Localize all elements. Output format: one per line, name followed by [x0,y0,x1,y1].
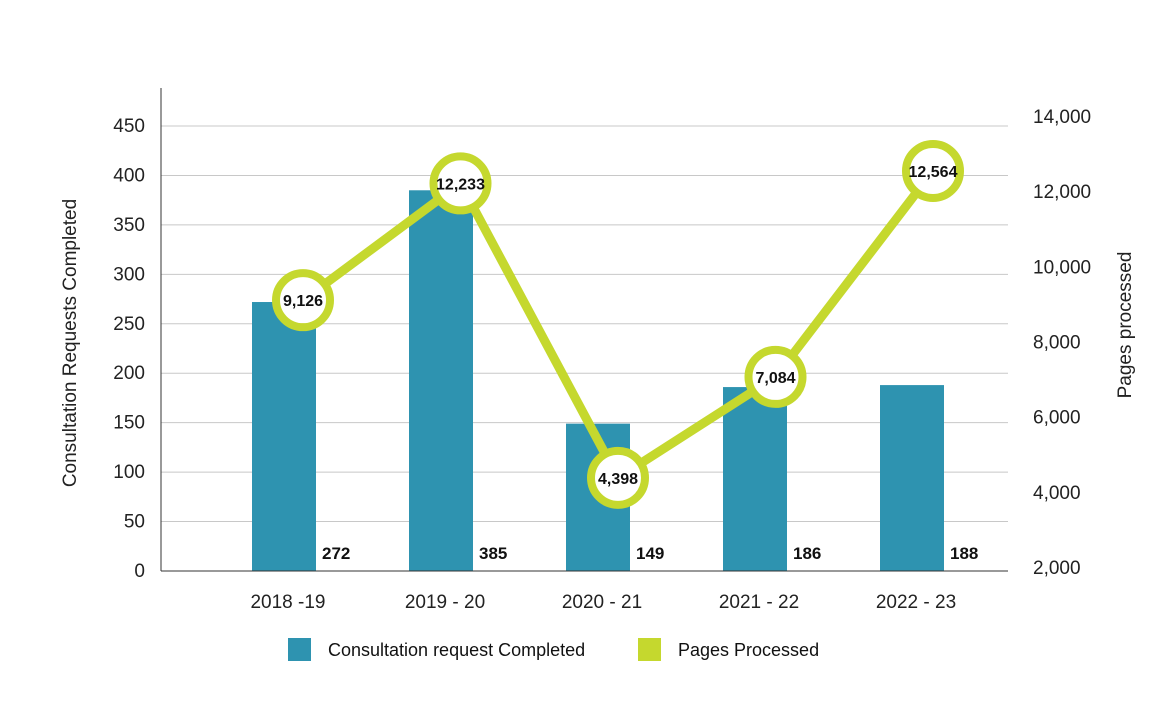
bar-value-label: 272 [322,544,350,563]
y-tick-label: 350 [113,215,145,236]
bar-value-label: 186 [793,544,821,563]
legend-label-line: Pages Processed [678,640,819,660]
x-tick-label: 2022 - 23 [876,592,956,613]
bar-value-labels: 272 385 149 186 188 [322,544,978,563]
line-point-label: 9,126 [283,293,323,310]
x-tick-label: 2019 - 20 [405,592,485,613]
y2-tick-label: 12,000 [1033,182,1091,203]
line-point-label: 12,233 [436,176,485,193]
axes [160,88,1008,572]
y-tick-label: 0 [134,561,145,582]
line-point-marker [429,152,492,215]
bar-value-label: 385 [479,544,507,563]
y2-tick-label: 14,000 [1033,107,1091,128]
line-point-label: 4,398 [598,471,638,488]
bar [252,302,316,571]
bar-value-label: 149 [636,544,664,563]
line-point-marker [272,269,334,332]
bar [409,190,473,571]
bar [723,387,787,571]
y2-tick-label: 2,000 [1033,558,1081,579]
y2-axis-title: Pages processed [1115,252,1136,399]
y-tick-label: 150 [113,413,145,434]
y-tick-label: 200 [113,363,145,384]
y-tick-label: 450 [113,116,145,137]
line-point-marker [587,446,649,509]
legend: Consultation request Completed Pages Pro… [288,638,819,661]
line-point-label: 12,564 [909,164,958,181]
y-tick-label: 400 [113,165,145,186]
x-axis-ticks: 2018 -19 2019 - 20 2020 - 21 2021 - 22 2022 … [250,592,956,613]
y-tick-label: 50 [124,512,145,533]
line-point-label: 7,084 [755,370,795,387]
y2-tick-label: 8,000 [1033,333,1081,354]
right-axis-ticks: 2,000 4,000 6,000 8,000 10,000 12,000 14,000 [1033,107,1091,579]
y-tick-label: 100 [113,462,145,483]
x-tick-label: 2021 - 22 [719,592,799,613]
y2-tick-label: 6,000 [1033,408,1081,429]
y-tick-label: 250 [113,314,145,335]
bar-series [252,190,944,571]
line-point-marker [744,345,807,408]
bar-value-label: 188 [950,544,978,563]
legend-label-bars: Consultation request Completed [328,640,585,660]
x-tick-label: 2020 - 21 [562,592,642,613]
x-tick-label: 2018 -19 [250,592,325,613]
left-axis-ticks: 0 50 100 150 200 250 300 350 400 450 [113,116,145,582]
y-axis-title: Consultation Requests Completed [60,199,81,487]
y2-tick-label: 10,000 [1033,257,1091,278]
line-series: 9,126 12,233 4,398 7,084 12,564 [272,139,964,509]
legend-swatch-line [638,638,661,661]
bar [880,385,944,571]
line-point-marker [902,139,964,202]
y-tick-label: 300 [113,264,145,285]
legend-swatch-bars [288,638,311,661]
y2-tick-label: 4,000 [1033,483,1081,504]
